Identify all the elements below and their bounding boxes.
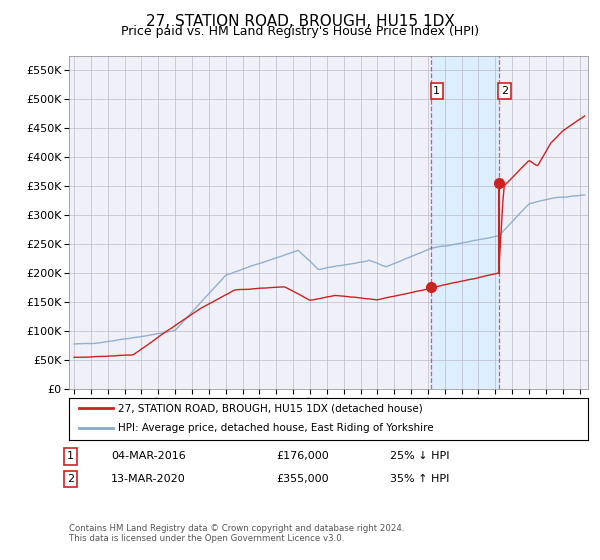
Text: 2: 2 [501,86,508,96]
Text: Price paid vs. HM Land Registry's House Price Index (HPI): Price paid vs. HM Land Registry's House … [121,25,479,38]
Text: £176,000: £176,000 [276,451,329,461]
Text: 13-MAR-2020: 13-MAR-2020 [111,474,186,484]
Bar [431,56,499,389]
Text: 27, STATION ROAD, BROUGH, HU15 1DX (detached house): 27, STATION ROAD, BROUGH, HU15 1DX (deta… [118,403,423,413]
Text: Contains HM Land Registry data © Crown copyright and database right 2024.
This d: Contains HM Land Registry data © Crown c… [69,524,404,543]
Text: 27, STATION ROAD, BROUGH, HU15 1DX: 27, STATION ROAD, BROUGH, HU15 1DX [146,14,454,29]
Text: 1: 1 [67,451,74,461]
Text: 2: 2 [67,474,74,484]
Text: £355,000: £355,000 [276,474,329,484]
Text: HPI: Average price, detached house, East Riding of Yorkshire: HPI: Average price, detached house, East… [118,423,434,433]
Text: 1: 1 [433,86,440,96]
Text: 04-MAR-2016: 04-MAR-2016 [111,451,186,461]
Text: 25% ↓ HPI: 25% ↓ HPI [390,451,449,461]
Text: 35% ↑ HPI: 35% ↑ HPI [390,474,449,484]
